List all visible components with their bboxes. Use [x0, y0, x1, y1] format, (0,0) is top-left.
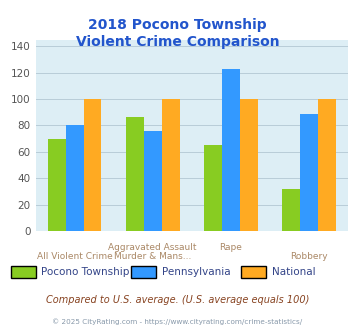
Bar: [300, 114, 318, 231]
Text: Pocono Township: Pocono Township: [41, 267, 129, 277]
Bar: [240, 99, 258, 231]
Bar: [204, 145, 222, 231]
Text: © 2025 CityRating.com - https://www.cityrating.com/crime-statistics/: © 2025 CityRating.com - https://www.city…: [53, 318, 302, 325]
Bar: [222, 69, 240, 231]
Bar: [282, 189, 300, 231]
Text: Pennsylvania: Pennsylvania: [162, 267, 230, 277]
Text: All Violent Crime: All Violent Crime: [37, 252, 113, 261]
Text: Murder & Mans...: Murder & Mans...: [114, 252, 191, 261]
Text: National: National: [272, 267, 315, 277]
Bar: [318, 99, 336, 231]
Bar: [126, 117, 144, 231]
Text: Compared to U.S. average. (U.S. average equals 100): Compared to U.S. average. (U.S. average …: [46, 295, 309, 305]
Bar: [144, 131, 162, 231]
Bar: [66, 125, 83, 231]
Text: 2018 Pocono Township
Violent Crime Comparison: 2018 Pocono Township Violent Crime Compa…: [76, 18, 279, 50]
Bar: [48, 139, 66, 231]
Bar: [83, 99, 102, 231]
Text: Rape: Rape: [219, 243, 242, 251]
Bar: [162, 99, 180, 231]
Text: Robbery: Robbery: [290, 252, 328, 261]
Text: Aggravated Assault: Aggravated Assault: [108, 243, 197, 251]
